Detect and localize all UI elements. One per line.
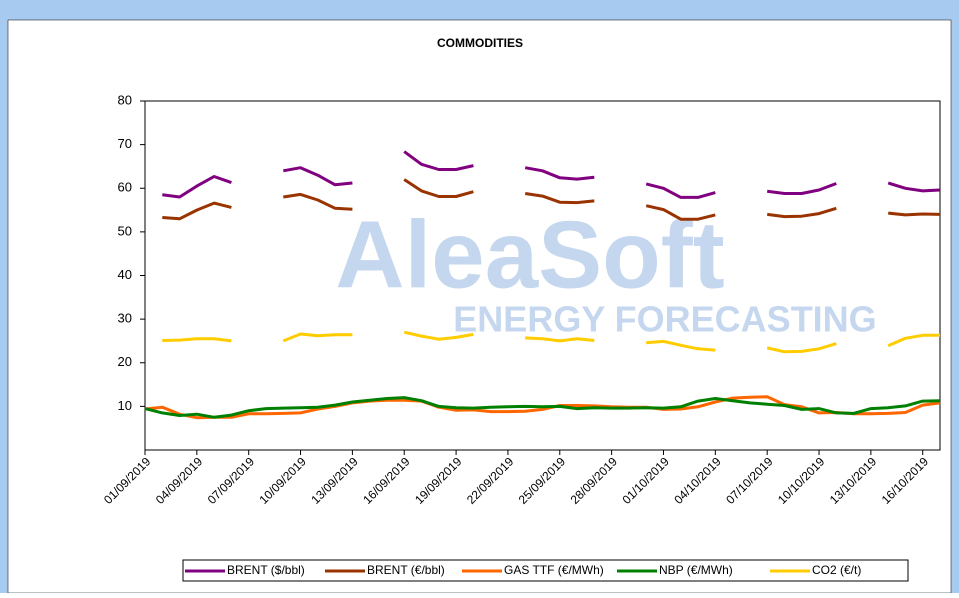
y-tick-label: 60 <box>118 180 132 195</box>
panel <box>7 19 952 594</box>
legend-label: NBP (€/MWh) <box>659 563 733 577</box>
y-tick-label: 80 <box>118 92 132 107</box>
line-series <box>144 396 941 419</box>
y-tick-label: 70 <box>118 136 132 151</box>
line-series <box>162 150 941 199</box>
y-tick-label: 20 <box>118 354 132 369</box>
line-series <box>162 178 941 221</box>
y-tick-label: 10 <box>118 398 132 413</box>
legend-label: BRENT ($/bbl) <box>227 563 305 577</box>
line-series <box>162 330 940 354</box>
legend-label: BRENT (€/bbl) <box>367 563 445 577</box>
y-tick-label: 30 <box>118 311 132 326</box>
chart-title: COMMODITIES <box>437 36 523 50</box>
legend-label: GAS TTF (€/MWh) <box>504 563 604 577</box>
y-tick-label: 50 <box>118 223 132 238</box>
legend <box>182 559 909 582</box>
watermark-subtitle: ENERGY FORECASTING <box>453 299 876 340</box>
watermark: AleaSoft <box>335 201 724 308</box>
y-tick-label: 40 <box>118 267 132 282</box>
legend-label: CO2 (€/t) <box>812 563 861 577</box>
